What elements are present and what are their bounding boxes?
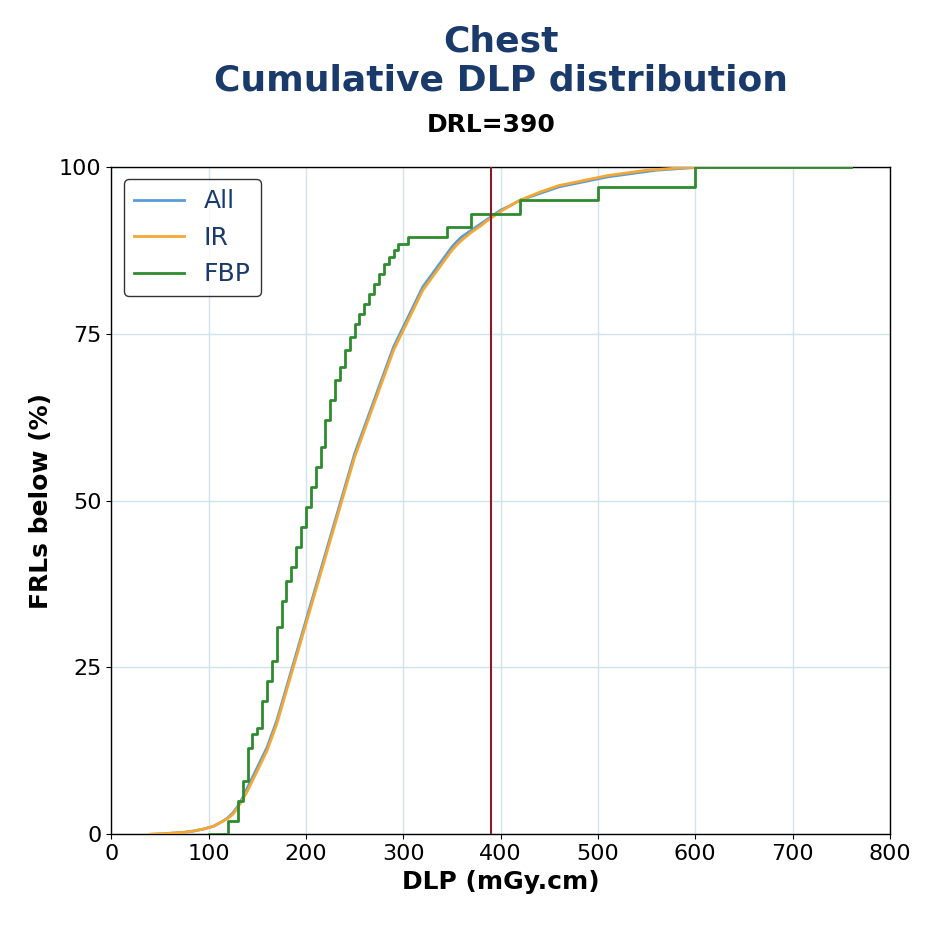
IR (242, 785, 253, 796)
IR (276, 702, 287, 713)
Y-axis label: FRLs below (%): FRLs below (%) (30, 392, 54, 609)
IR (145, 829, 156, 840)
Line: All: All (150, 168, 851, 834)
Title: Chest
Cumulative DLP distribution: Chest Cumulative DLP distribution (213, 24, 788, 97)
All (145, 829, 156, 840)
FBP (573, 195, 584, 206)
FBP (413, 232, 424, 243)
FBP (296, 522, 307, 533)
All (582, 175, 593, 186)
X-axis label: DLP (mGy.cm): DLP (mGy.cm) (401, 870, 600, 894)
IR (257, 756, 268, 767)
All (407, 301, 418, 312)
All (242, 782, 253, 794)
FBP (407, 232, 418, 243)
IR (582, 174, 593, 185)
IR (407, 305, 418, 316)
Line: FBP: FBP (209, 167, 851, 834)
IR (495, 206, 506, 217)
FBP (203, 829, 214, 840)
Legend: All, IR, FBP: All, IR, FBP (123, 179, 260, 297)
All (845, 162, 857, 173)
FBP (845, 161, 857, 172)
All (276, 699, 287, 710)
IR (679, 162, 691, 173)
FBP (690, 161, 701, 172)
FBP (300, 502, 311, 513)
FBP (359, 298, 370, 310)
IR (845, 162, 857, 173)
All (257, 752, 268, 763)
All (495, 205, 506, 216)
Line: IR: IR (150, 168, 851, 834)
All (690, 162, 701, 173)
Text: DRL=390: DRL=390 (426, 113, 555, 137)
